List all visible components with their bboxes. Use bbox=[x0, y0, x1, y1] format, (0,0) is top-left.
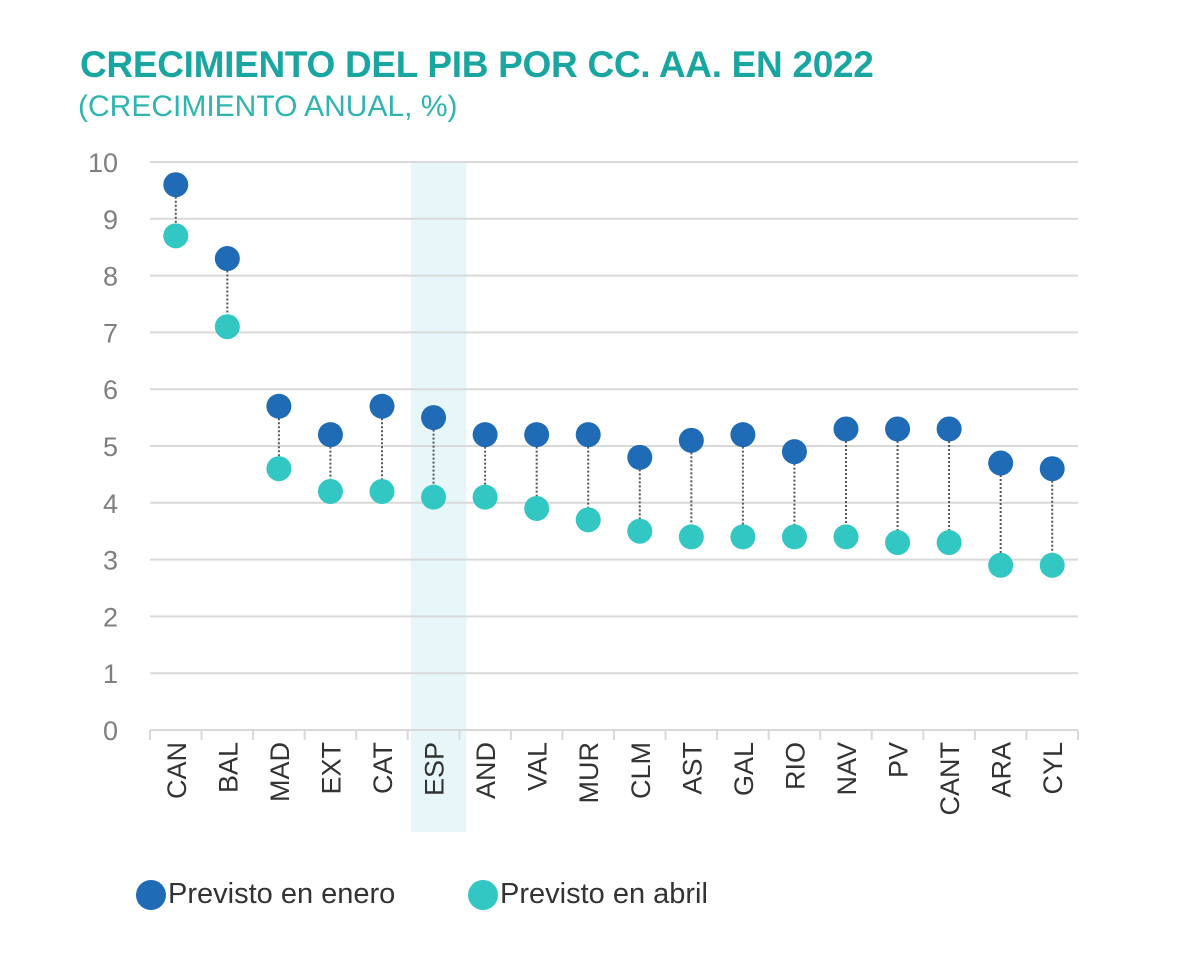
data-point-abril bbox=[472, 484, 498, 510]
data-point-enero bbox=[369, 393, 395, 419]
y-tick-label: 7 bbox=[103, 318, 118, 348]
data-point-enero bbox=[266, 393, 292, 419]
data-point-abril bbox=[524, 495, 550, 521]
x-tick-label: MAD bbox=[265, 742, 295, 802]
data-point-enero bbox=[421, 405, 447, 431]
x-tick-label: EXT bbox=[316, 742, 346, 795]
x-tick-label: MUR bbox=[574, 742, 604, 804]
data-point-enero bbox=[730, 422, 756, 448]
data-point-enero bbox=[1039, 456, 1065, 482]
x-tick-label: VAL bbox=[523, 742, 553, 791]
x-tick-label: CANT bbox=[935, 742, 965, 816]
chart-subtitle: (CRECIMIENTO ANUAL, %) bbox=[78, 90, 458, 123]
x-tick-label: PV bbox=[884, 742, 914, 778]
y-tick-label: 2 bbox=[103, 602, 118, 632]
y-tick-label: 4 bbox=[103, 489, 118, 519]
data-point-enero bbox=[524, 422, 550, 448]
y-tick-label: 6 bbox=[103, 375, 118, 405]
y-tick-label: 9 bbox=[103, 205, 118, 235]
data-point-abril bbox=[214, 314, 240, 340]
x-tick-label: BAL bbox=[213, 742, 243, 793]
data-point-abril bbox=[678, 524, 704, 550]
data-point-abril bbox=[266, 456, 292, 482]
legend-label-enero: Previsto en enero bbox=[168, 878, 396, 910]
data-point-enero bbox=[936, 416, 962, 442]
data-point-abril bbox=[988, 552, 1014, 578]
data-point-enero bbox=[627, 444, 653, 470]
data-point-enero bbox=[575, 422, 601, 448]
data-point-abril bbox=[575, 507, 601, 533]
data-point-enero bbox=[214, 246, 240, 272]
data-point-enero bbox=[472, 422, 498, 448]
data-point-enero bbox=[885, 416, 911, 442]
x-tick-label: ARA bbox=[987, 742, 1017, 798]
x-tick-label: GAL bbox=[729, 742, 759, 796]
data-point-abril bbox=[936, 530, 962, 556]
chart-title: CRECIMIENTO DEL PIB POR CC. AA. EN 2022 bbox=[80, 44, 874, 85]
x-tick-label: NAV bbox=[832, 742, 862, 796]
data-point-abril bbox=[421, 484, 447, 510]
y-tick-label: 10 bbox=[88, 148, 118, 178]
data-point-abril bbox=[781, 524, 807, 550]
data-point-enero bbox=[163, 172, 189, 198]
y-tick-label: 8 bbox=[103, 262, 118, 292]
data-point-abril bbox=[730, 524, 756, 550]
legend-item-abril: Previsto en abril bbox=[468, 878, 708, 911]
data-point-enero bbox=[988, 450, 1014, 476]
y-tick-label: 1 bbox=[103, 659, 118, 689]
y-tick-label: 3 bbox=[103, 546, 118, 576]
legend-item-enero: Previsto en enero bbox=[136, 878, 395, 911]
x-tick-label: CLM bbox=[626, 742, 656, 799]
x-tick-label: AND bbox=[471, 742, 501, 799]
data-point-enero bbox=[833, 416, 859, 442]
y-tick-label: 5 bbox=[103, 432, 118, 462]
legend-marker-abril bbox=[468, 879, 498, 910]
x-tick-label: RIO bbox=[780, 742, 810, 790]
data-point-abril bbox=[833, 524, 859, 550]
data-point-enero bbox=[781, 439, 807, 465]
x-tick-label: AST bbox=[677, 742, 707, 795]
legend-marker-enero bbox=[136, 879, 166, 910]
data-point-abril bbox=[163, 223, 189, 249]
x-tick-label: CAT bbox=[368, 742, 398, 794]
data-point-abril bbox=[885, 530, 911, 556]
y-tick-label: 0 bbox=[103, 716, 118, 746]
x-tick-label: CYL bbox=[1038, 742, 1068, 795]
data-point-enero bbox=[678, 427, 704, 453]
data-point-abril bbox=[627, 518, 653, 544]
x-tick-label: CAN bbox=[162, 742, 192, 799]
legend-label-abril: Previsto en abril bbox=[500, 878, 708, 910]
data-point-abril bbox=[317, 478, 343, 504]
x-tick-label: ESP bbox=[420, 742, 450, 796]
data-point-abril bbox=[1039, 552, 1065, 578]
data-point-enero bbox=[317, 422, 343, 448]
data-point-abril bbox=[369, 478, 395, 504]
